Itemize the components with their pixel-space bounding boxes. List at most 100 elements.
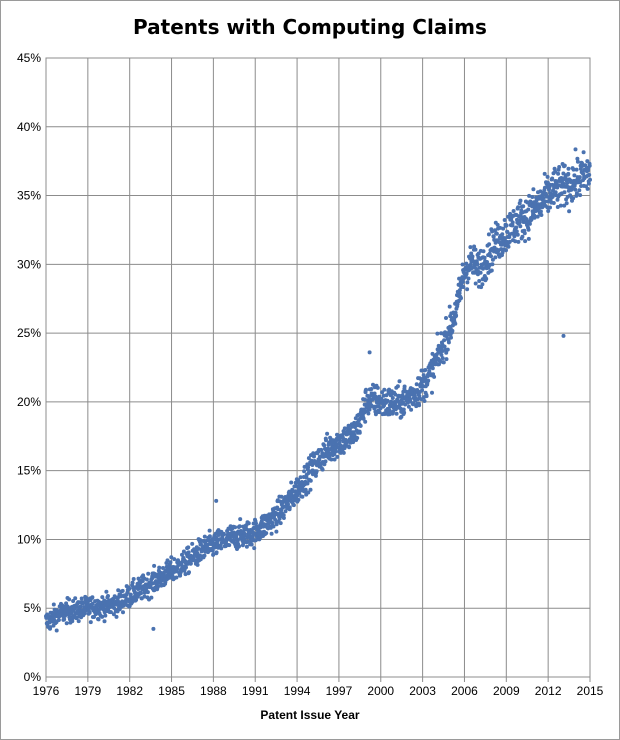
y-tick-label: 10% (17, 532, 41, 546)
data-point (446, 348, 450, 352)
data-point (132, 577, 136, 581)
data-point (565, 181, 569, 185)
data-point (131, 581, 135, 585)
data-point (203, 554, 207, 558)
y-tick-label: 15% (17, 464, 41, 478)
data-point (512, 209, 516, 213)
data-point (106, 594, 110, 598)
data-point (578, 175, 582, 179)
data-point (530, 195, 534, 199)
data-point (398, 379, 402, 383)
data-point (420, 388, 424, 392)
data-point (250, 543, 254, 547)
data-point (282, 516, 286, 520)
data-point (442, 360, 446, 364)
data-point (520, 235, 524, 239)
data-point (526, 208, 530, 212)
x-tick-label: 1991 (242, 684, 269, 698)
data-point (300, 495, 304, 499)
data-point (233, 525, 237, 529)
data-point (363, 420, 367, 424)
data-point (272, 525, 276, 529)
data-point (403, 385, 407, 389)
data-point (588, 178, 592, 182)
data-point (565, 201, 569, 205)
data-point (587, 173, 591, 177)
data-point (571, 196, 575, 200)
x-tick-label: 1976 (33, 684, 60, 698)
data-point (172, 557, 176, 561)
data-point (445, 357, 449, 361)
data-point (289, 481, 293, 485)
data-point (447, 340, 451, 344)
data-point (567, 209, 571, 213)
data-point (184, 565, 188, 569)
data-point (464, 262, 468, 266)
data-point (523, 231, 527, 235)
data-point (227, 543, 231, 547)
data-point (539, 210, 543, 214)
data-point (477, 279, 481, 283)
data-point (423, 399, 427, 403)
data-point (511, 220, 515, 224)
data-point (342, 451, 346, 455)
data-point (521, 204, 525, 208)
data-point (519, 199, 523, 203)
data-point (495, 232, 499, 236)
data-point (482, 249, 486, 253)
data-point (309, 479, 313, 483)
y-tick-label: 30% (17, 257, 41, 271)
data-point (174, 576, 178, 580)
data-point (441, 356, 445, 360)
data-point (474, 248, 478, 252)
data-point (417, 403, 421, 407)
data-points (44, 147, 592, 632)
data-point (321, 468, 325, 472)
data-point (146, 590, 150, 594)
data-point (238, 517, 242, 521)
data-point (442, 338, 446, 342)
data-point (270, 532, 274, 536)
data-point (77, 619, 81, 623)
data-point (152, 564, 156, 568)
data-point (475, 262, 479, 266)
data-point (376, 386, 380, 390)
data-point (490, 262, 494, 266)
data-point (504, 248, 508, 252)
data-point (448, 305, 452, 309)
data-point (566, 172, 570, 176)
data-point (465, 287, 469, 291)
data-point (396, 384, 400, 388)
data-point (479, 271, 483, 275)
data-point (145, 578, 149, 582)
data-point (333, 450, 337, 454)
data-point (567, 167, 571, 171)
x-tick-label: 1994 (284, 684, 311, 698)
data-point (550, 177, 554, 181)
data-point (586, 187, 590, 191)
data-point (322, 444, 326, 448)
data-point (454, 314, 458, 318)
data-point (516, 240, 520, 244)
data-point (279, 521, 283, 525)
data-point (366, 412, 370, 416)
data-point (196, 563, 200, 567)
data-point (358, 431, 362, 435)
plot-area-border (46, 58, 590, 677)
x-tick-label: 1985 (158, 684, 185, 698)
data-point (146, 572, 150, 576)
data-point (296, 498, 300, 502)
data-point (252, 546, 256, 550)
data-point (500, 232, 504, 236)
data-point (309, 488, 313, 492)
data-point (582, 150, 586, 154)
data-point (487, 242, 491, 246)
data-point (527, 228, 531, 232)
x-tick-label: 2015 (577, 684, 604, 698)
data-point-outlier (368, 350, 372, 354)
x-tick-label: 2009 (493, 684, 520, 698)
data-point (471, 255, 475, 259)
data-point (588, 164, 592, 168)
data-point (528, 222, 532, 226)
data-point (483, 256, 487, 260)
